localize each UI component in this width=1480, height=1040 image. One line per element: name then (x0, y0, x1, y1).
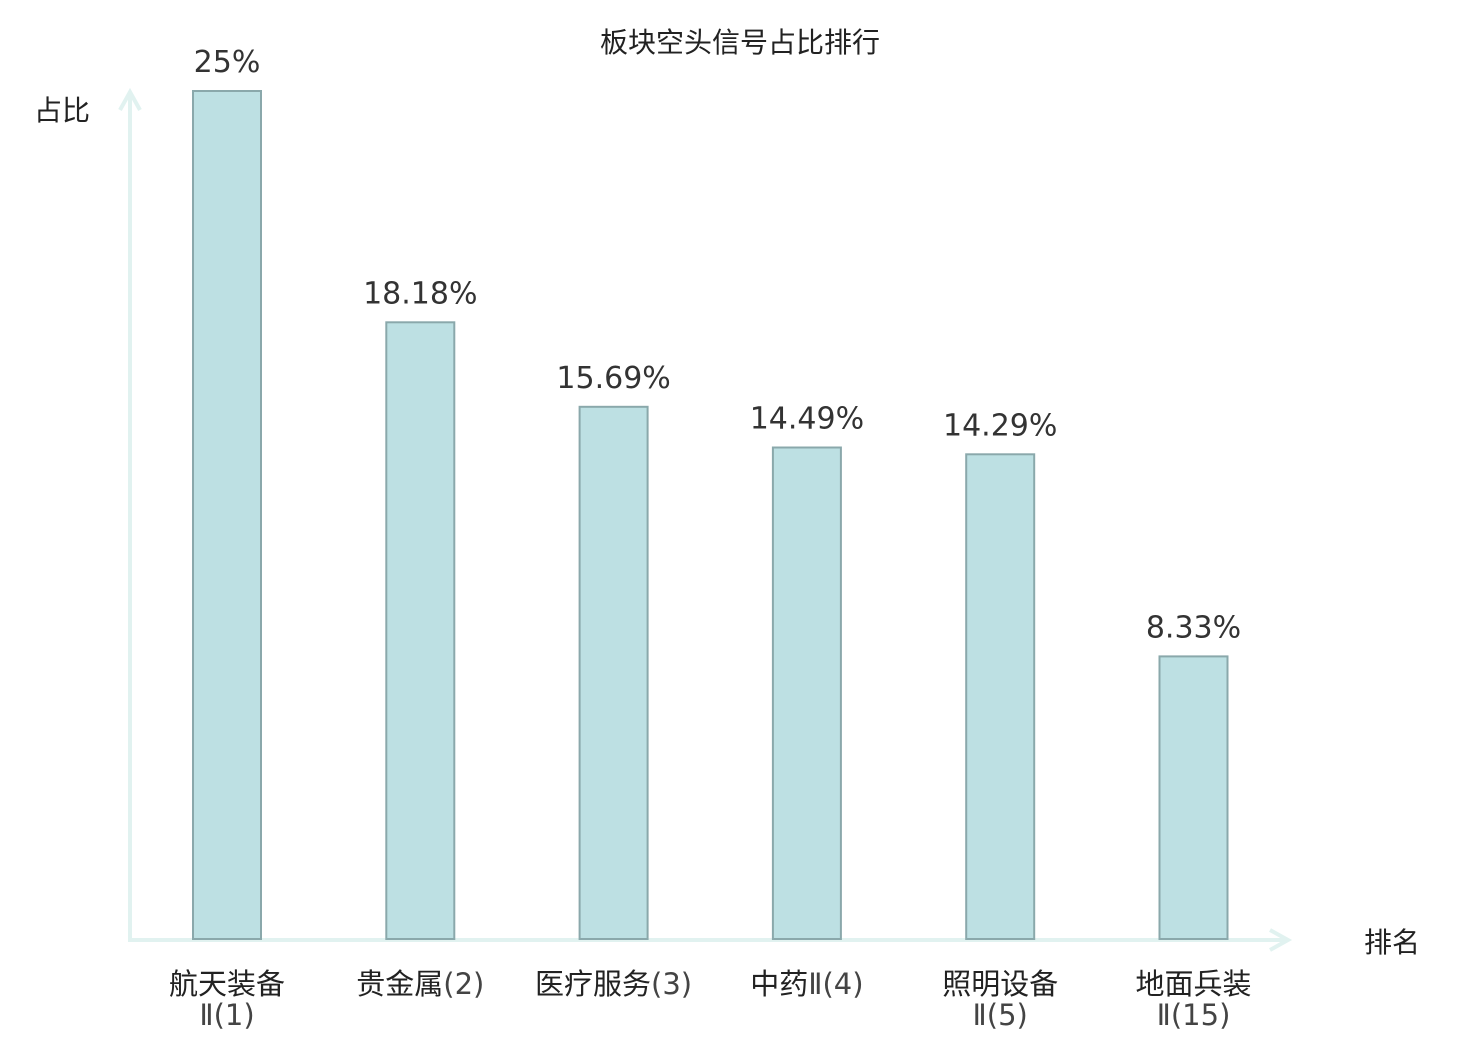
category-suffix-3: (3) (651, 967, 692, 1001)
category-name-4: 中药 (750, 967, 808, 1001)
bar-6 (1158, 655, 1229, 941)
category-label-4: 中药Ⅱ(4) (750, 967, 863, 1001)
x-axis-arrow (1269, 928, 1293, 952)
bar-1 (192, 90, 262, 940)
category-label-5: 照明设备 (942, 967, 1058, 1001)
bar-2 (385, 321, 456, 940)
category-suffix-2: (2) (443, 967, 484, 1001)
category-label-3: 医疗服务(3) (535, 967, 692, 1001)
axes (118, 87, 1293, 952)
category-label-1: 航天装备 (169, 967, 285, 1001)
bar-4 (771, 446, 842, 940)
category-label-6: 地面兵装 (1135, 967, 1251, 1001)
y-axis-arrow (118, 87, 142, 111)
value-label-3: 15.69% (556, 361, 670, 396)
chart-title: 板块空头信号占比排行 (600, 26, 880, 59)
bars-group (192, 90, 1229, 941)
category-suffix-4: Ⅱ(4) (808, 967, 863, 1001)
value-labels-group: 25% 18.18% 15.69% 14.49% 14.29% 8.33% (194, 45, 1242, 645)
y-axis-label: 占比 (34, 94, 90, 127)
category-suffix-1: Ⅱ(1) (199, 998, 254, 1032)
category-suffix-5: Ⅱ(5) (973, 998, 1028, 1032)
bar-5 (965, 453, 1036, 940)
x-axis-label: 排名 (1364, 926, 1420, 959)
category-name-2: 贵金属 (356, 967, 443, 1001)
value-label-6: 8.33% (1146, 610, 1241, 645)
value-label-4: 14.49% (750, 402, 864, 437)
category-suffix-6: Ⅱ(15) (1157, 998, 1231, 1032)
value-label-2: 18.18% (363, 276, 477, 311)
category-name-3: 医疗服务 (535, 967, 651, 1001)
category-label-2: 贵金属(2) (356, 967, 484, 1001)
value-label-5: 14.29% (943, 408, 1057, 443)
value-label-1: 25% (194, 45, 261, 80)
bar-3 (578, 405, 649, 940)
